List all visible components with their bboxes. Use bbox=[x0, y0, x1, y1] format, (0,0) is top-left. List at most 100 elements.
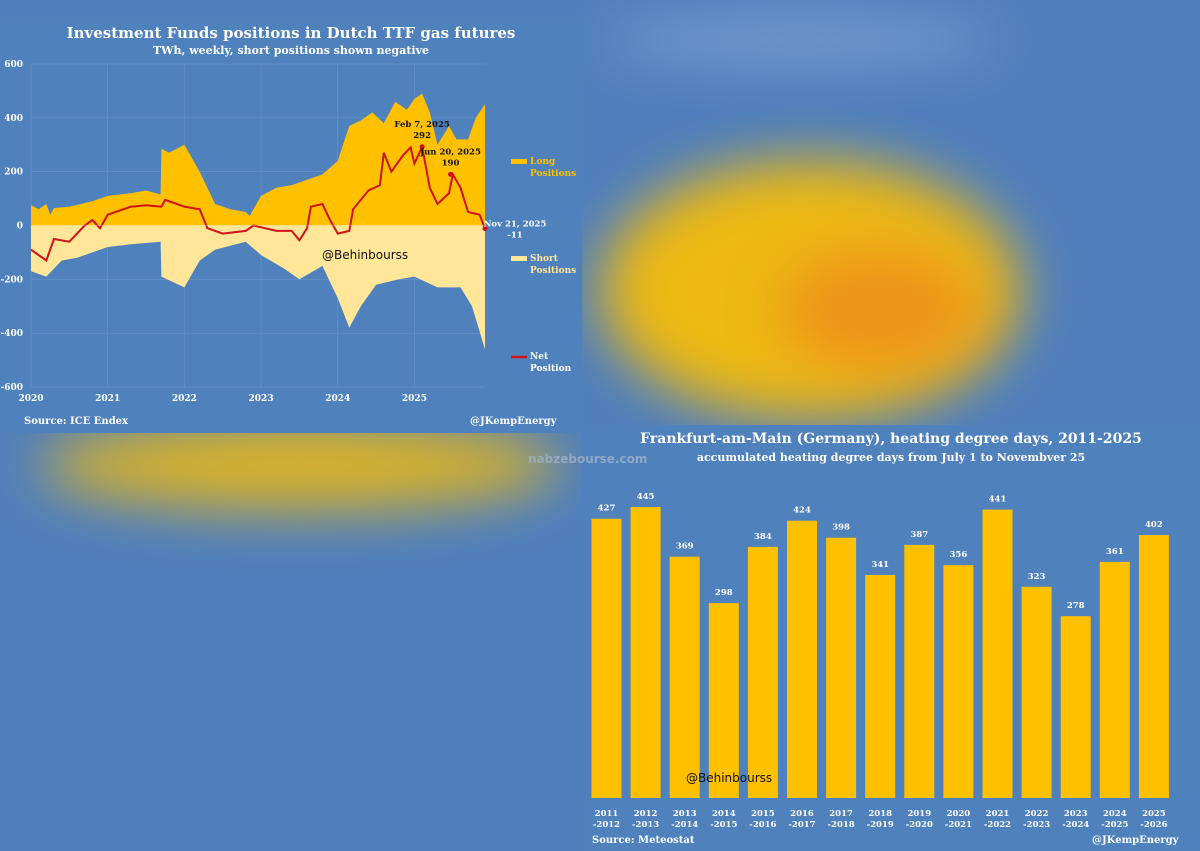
annotation-value: -11 bbox=[507, 230, 522, 240]
x-tick-label: -2018 bbox=[828, 820, 855, 830]
x-tick-label: 2024 bbox=[325, 394, 350, 404]
watermark-handle: @Behinbourss bbox=[686, 771, 773, 785]
y-tick-label: -600 bbox=[0, 383, 23, 393]
x-tick-label: 2020 bbox=[18, 394, 43, 404]
x-tick-label: 2018 bbox=[868, 809, 892, 819]
legend-label: Positions bbox=[530, 266, 576, 276]
data-label: 398 bbox=[832, 523, 850, 533]
chart-title: Frankfurt-am-Main (Germany), heating deg… bbox=[640, 431, 1142, 447]
x-tick-label: 2020 bbox=[947, 809, 971, 819]
x-tick-label: 2021 bbox=[95, 394, 120, 404]
bar bbox=[708, 603, 739, 798]
net-position-line bbox=[30, 143, 486, 263]
y-tick-label: -200 bbox=[0, 275, 23, 285]
bar bbox=[630, 506, 661, 798]
background-blur bbox=[40, 420, 560, 510]
annotation-value: 190 bbox=[442, 158, 460, 168]
chart-title: Investment Funds positions in Dutch TTF … bbox=[66, 24, 516, 42]
x-tick-label: 2011 bbox=[595, 809, 619, 819]
bar bbox=[1138, 535, 1169, 798]
chart-credit: @JKempEnergy bbox=[1092, 835, 1179, 846]
x-tick-label: -2013 bbox=[632, 820, 659, 830]
annotation-point bbox=[419, 144, 425, 150]
legend-swatch bbox=[511, 256, 527, 261]
ttf-positions-chart: Investment Funds positions in Dutch TTF … bbox=[0, 18, 582, 433]
x-tick-label: -2012 bbox=[593, 820, 620, 830]
background-blur bbox=[600, 20, 1000, 60]
series-area-1 bbox=[31, 225, 485, 350]
x-tick-label: -2014 bbox=[671, 820, 698, 830]
data-label: 341 bbox=[871, 560, 889, 570]
bar bbox=[669, 556, 700, 798]
data-label: 441 bbox=[989, 495, 1007, 505]
chart-subtitle: TWh, weekly, short positions shown negat… bbox=[153, 44, 429, 57]
x-tick-label: -2026 bbox=[1140, 820, 1167, 830]
x-tick-label: 2025 bbox=[1142, 809, 1166, 819]
y-tick-label: 0 bbox=[17, 222, 23, 232]
legend-swatch bbox=[511, 159, 527, 164]
legend-label: Net bbox=[530, 352, 549, 362]
annotation-label: Feb 7, 2025 bbox=[394, 120, 449, 130]
x-tick-label: -2023 bbox=[1023, 820, 1050, 830]
x-tick-label: 2024 bbox=[1103, 809, 1127, 819]
series-area-0 bbox=[31, 93, 485, 226]
x-tick-label: 2025 bbox=[402, 394, 427, 404]
x-tick-label: -2017 bbox=[788, 820, 815, 830]
data-label: 323 bbox=[1028, 572, 1046, 582]
x-tick-label: 2013 bbox=[673, 809, 697, 819]
bar bbox=[1099, 561, 1130, 798]
x-tick-label: -2024 bbox=[1062, 820, 1089, 830]
x-tick-label: 2021 bbox=[986, 809, 1010, 819]
chart-source: Source: Meteostat bbox=[592, 835, 695, 846]
data-label: 278 bbox=[1067, 601, 1085, 611]
data-label: 369 bbox=[676, 542, 694, 552]
annotation-label: Nov 21, 2025 bbox=[484, 219, 547, 229]
annotation-label: Jun 20, 2025 bbox=[419, 147, 481, 157]
bar bbox=[943, 565, 974, 798]
x-tick-label: 2022 bbox=[172, 394, 197, 404]
background-blur bbox=[780, 250, 980, 370]
data-label: 298 bbox=[715, 588, 733, 598]
bar bbox=[1060, 616, 1091, 798]
x-tick-label: 2019 bbox=[907, 809, 931, 819]
x-tick-label: -2016 bbox=[749, 820, 776, 830]
bar-chart-plot: 427 2011-2012 445 2012-2013 369 2013-2014 298 2… bbox=[591, 492, 1169, 830]
data-label: 424 bbox=[793, 506, 811, 516]
bar bbox=[787, 520, 817, 798]
x-tick-label: 2017 bbox=[829, 809, 853, 819]
bar bbox=[591, 518, 622, 798]
chart-source: Source: ICE Endex bbox=[24, 416, 129, 427]
x-tick-label: 2022 bbox=[1025, 809, 1049, 819]
x-tick-label: -2020 bbox=[906, 820, 933, 830]
legend-label: Position bbox=[530, 364, 572, 374]
x-tick-label: 2016 bbox=[790, 809, 814, 819]
bar bbox=[747, 546, 778, 798]
data-label: 387 bbox=[910, 530, 928, 540]
x-tick-label: 2014 bbox=[712, 809, 736, 819]
legend-label: Long bbox=[530, 157, 556, 167]
bar bbox=[904, 544, 935, 798]
x-tick-label: -2019 bbox=[867, 820, 894, 830]
annotation-value: 292 bbox=[413, 131, 431, 141]
data-label: 361 bbox=[1106, 547, 1124, 557]
data-label: 427 bbox=[598, 504, 616, 514]
x-tick-label: -2025 bbox=[1101, 820, 1128, 830]
legend-label: Positions bbox=[530, 169, 576, 179]
data-label: 384 bbox=[754, 532, 772, 542]
heating-degree-days-chart: Frankfurt-am-Main (Germany), heating deg… bbox=[582, 425, 1200, 851]
data-label: 402 bbox=[1145, 520, 1163, 530]
x-tick-label: 2023 bbox=[1064, 809, 1088, 819]
site-watermark-logo: nabzebourse.com bbox=[528, 452, 648, 466]
x-tick-label: 2023 bbox=[249, 394, 274, 404]
data-label: 445 bbox=[637, 492, 655, 502]
legend-label: Short bbox=[530, 254, 559, 264]
watermark-handle: @Behinbourss bbox=[322, 248, 409, 262]
x-tick-label: 2015 bbox=[751, 809, 775, 819]
chart-subtitle: accumulated heating degree days from Jul… bbox=[696, 451, 1086, 464]
x-tick-label: -2015 bbox=[710, 820, 737, 830]
data-label: 356 bbox=[950, 550, 968, 560]
x-tick-label: -2021 bbox=[945, 820, 972, 830]
bar bbox=[865, 574, 896, 798]
bar bbox=[1021, 586, 1052, 798]
bar bbox=[826, 537, 857, 798]
